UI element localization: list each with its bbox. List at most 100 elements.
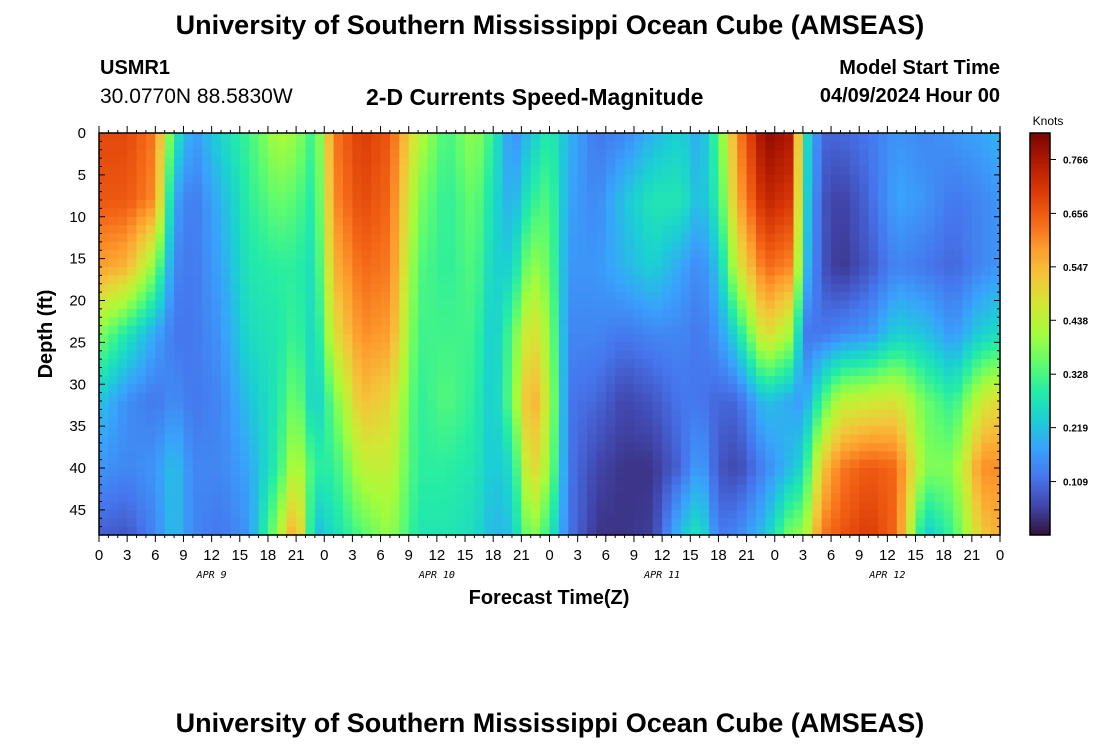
heatmap-cell: [511, 233, 522, 243]
heatmap-cell: [718, 468, 729, 477]
heatmap-cell: [530, 375, 541, 385]
heatmap-cell: [633, 375, 644, 385]
heatmap-cell: [174, 267, 185, 276]
heatmap-cell: [530, 426, 541, 436]
heatmap-cell: [455, 468, 466, 477]
heatmap-cell: [127, 392, 138, 402]
heatmap-cell: [230, 334, 241, 343]
y-tick-label: 35: [69, 418, 86, 435]
heatmap-cell: [746, 359, 757, 369]
heatmap-cell: [662, 434, 673, 444]
heatmap-cell: [943, 501, 954, 511]
heatmap-cell: [577, 250, 588, 260]
heatmap-cell: [690, 158, 701, 168]
heatmap-cell: [174, 325, 185, 335]
heatmap-cell: [446, 300, 457, 310]
heatmap-cell: [117, 434, 128, 444]
heatmap-cell: [765, 149, 776, 159]
heatmap-cell: [117, 493, 128, 503]
heatmap-cell: [211, 216, 222, 226]
heatmap-cell: [521, 442, 532, 452]
heatmap-cell: [530, 258, 541, 268]
heatmap-cell: [371, 250, 382, 260]
heatmap-cell: [549, 334, 560, 343]
heatmap-cell: [877, 509, 888, 519]
heatmap-cell: [755, 158, 766, 168]
heatmap-cell: [831, 149, 842, 159]
heatmap-cell: [371, 267, 382, 276]
heatmap-cell: [465, 300, 476, 310]
heatmap-cell: [699, 200, 710, 209]
heatmap-cell: [718, 334, 729, 343]
heatmap-cell: [971, 342, 982, 352]
heatmap-cell: [221, 225, 231, 235]
heatmap-cell: [418, 325, 429, 335]
heatmap-cell: [202, 275, 213, 285]
heatmap-cell: [709, 133, 720, 142]
heatmap-cell: [502, 392, 513, 402]
heatmap-cell: [324, 225, 335, 235]
heatmap-cell: [643, 133, 654, 142]
date-labels: APR 9 APR 10 APR 11 APR 12: [196, 570, 906, 581]
heatmap-cell: [774, 283, 785, 293]
heatmap-cell: [427, 350, 438, 360]
heatmap-cell: [793, 208, 804, 218]
heatmap-cell: [530, 359, 541, 369]
heatmap-cell: [849, 325, 860, 335]
heatmap-cell: [784, 233, 795, 243]
heatmap-cell: [371, 367, 382, 377]
heatmap-cell: [887, 342, 898, 352]
heatmap-cell: [474, 241, 485, 251]
heatmap-cell: [765, 417, 776, 427]
heatmap-cell: [709, 451, 720, 461]
heatmap-cell: [521, 149, 532, 159]
heatmap-cell: [577, 359, 588, 369]
heatmap-cell: [174, 258, 185, 268]
heatmap-cell: [249, 308, 260, 318]
heatmap-cell: [709, 493, 720, 503]
heatmap-cell: [117, 501, 128, 511]
heatmap-cell: [840, 434, 851, 444]
heatmap-cell: [615, 401, 626, 410]
heatmap-cell: [652, 325, 663, 335]
heatmap-cell: [587, 350, 598, 360]
heatmap-cell: [680, 392, 691, 402]
heatmap-cell: [831, 141, 842, 151]
heatmap-cell: [812, 401, 823, 410]
heatmap-cell: [221, 367, 231, 377]
heatmap-cell: [549, 241, 560, 251]
heatmap-cell: [99, 476, 109, 486]
heatmap-cell: [587, 208, 598, 218]
heatmap-cell: [221, 359, 231, 369]
heatmap-cell: [314, 426, 325, 436]
heatmap-cell: [577, 325, 588, 335]
heatmap-cell: [793, 426, 804, 436]
heatmap-cell: [727, 476, 738, 486]
heatmap-cell: [774, 350, 785, 360]
heatmap-cell: [136, 317, 147, 327]
heatmap-cell: [793, 191, 804, 201]
heatmap-cell: [352, 493, 363, 503]
heatmap-cell: [145, 384, 156, 394]
heatmap-cell: [418, 359, 429, 369]
heatmap-cell: [277, 166, 288, 176]
heatmap-cell: [465, 267, 476, 276]
heatmap-cell: [915, 275, 926, 285]
heatmap-cell: [155, 367, 166, 377]
heatmap-cell: [324, 442, 335, 452]
heatmap-cell: [568, 300, 579, 310]
heatmap-cell: [765, 459, 776, 469]
heatmap-cell: [662, 216, 673, 226]
heatmap-cell: [624, 350, 635, 360]
heatmap-cell: [221, 174, 231, 184]
heatmap-cell: [765, 468, 776, 477]
heatmap-cell: [446, 342, 457, 352]
heatmap-cell: [174, 200, 185, 209]
heatmap-cell: [605, 174, 616, 184]
heatmap-cell: [868, 292, 879, 302]
heatmap-cell: [652, 283, 663, 293]
heatmap-cell: [643, 468, 654, 477]
heatmap-cell: [446, 468, 457, 477]
heatmap-cell: [596, 267, 607, 276]
heatmap-cell: [718, 493, 729, 503]
